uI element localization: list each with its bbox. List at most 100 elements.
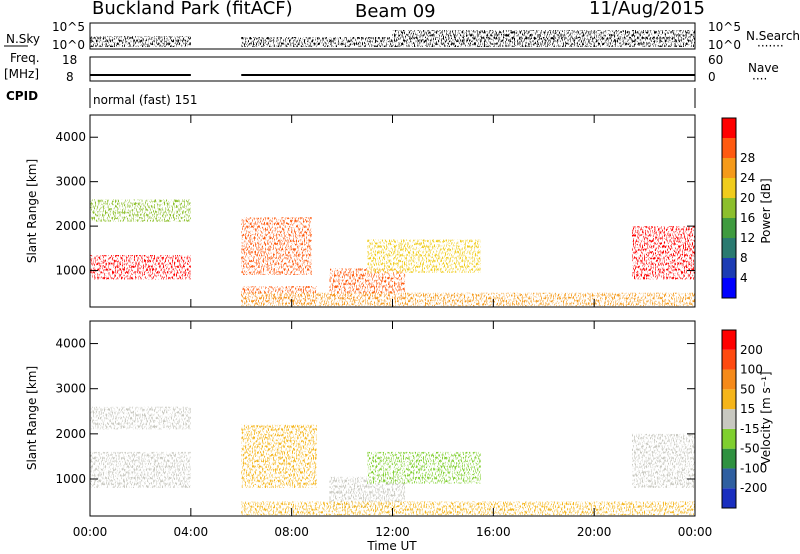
data-region-7 [241,292,695,307]
cpid-label: CPID [6,89,38,103]
power-regions [90,199,695,307]
freq-tick-low: 8 [66,70,74,84]
velocity-ytick-label-0: 1000 [55,472,86,486]
power-colorbar-tick-3: 16 [740,211,755,225]
velocity-swatch-0 [722,488,736,508]
freq-panel: Freq. [MHz] 18 8 60 0 Nave ···· [4,51,779,86]
nsky-panel: N.Sky 10^5 10^0 10^5 10^0 N.Search ·····… [4,20,800,53]
xaxis-label: Time UT [366,539,417,553]
power-swatch-4 [722,198,736,218]
nsky-trace-b [241,37,695,47]
power-ylabel: Slant Range [km] [25,159,39,263]
velocity-colorbar-label: Velocity [m s⁻¹] [759,371,773,464]
power-colorbar-label: Power [dB] [759,178,773,243]
power-colorbar-tick-5: 24 [740,171,755,185]
nsky-trace-a [90,36,191,47]
velocity-colorbar-tick-3: 15 [740,402,755,416]
nsearch-label: N.Search [746,29,800,43]
data-region-1 [90,199,191,222]
velocity-ytick-label-3: 4000 [55,337,86,351]
velocity-swatch-7 [722,349,736,370]
data-region-6 [631,226,695,280]
nsky-tick-high: 10^5 [52,20,85,34]
data-region-0 [90,255,191,280]
nsearch-tick-high: 10^5 [708,20,741,34]
power-swatch-2 [722,238,736,258]
nsky-label: N.Sky [6,32,40,46]
velocity-ytick-label-2: 3000 [55,382,86,396]
velocity-regions [90,406,695,516]
data-region-1 [90,406,191,430]
velocity-frame [721,329,737,509]
velocity-colorbar: 200 100 50 15 -15 -50 -100 -200 [721,329,767,509]
nave-label: Nave [748,61,779,75]
time-tick-label-0: 00:00 [73,525,108,539]
time-tick-label-5: 20:00 [577,525,612,539]
velocity-colorbar-tick-7: -200 [740,481,767,495]
power-panel: 1000 2000 3000 4000 Slant Range [km] [25,114,696,308]
nsearch-dots: ······· [757,39,784,53]
freq-tick-high: 18 [62,53,77,67]
nave-tick-high: 60 [708,53,723,67]
power-ytick-label-0: 1000 [55,264,86,278]
velocity-swatch-8 [722,330,736,350]
velocity-ytick-label-1: 2000 [55,427,86,441]
freq-label: Freq. [10,51,40,65]
data-region-4 [367,451,481,484]
power-colorbar-tick-6: 28 [740,151,755,165]
velocity-swatch-5 [722,389,736,410]
velocity-swatch-6 [722,369,736,390]
nsearch-trace [392,30,695,40]
nave-dots: ···· [752,72,767,86]
power-swatch-3 [722,218,736,238]
power-colorbar-tick-0: 4 [740,271,748,285]
power-swatch-1 [722,258,736,278]
data-region-6 [241,501,695,516]
power-colorbar-tick-4: 20 [740,191,755,205]
data-region-2 [241,424,317,489]
velocity-colorbar-tick-6: -100 [740,461,767,475]
date-label: 11/Aug/2015 [589,0,705,19]
power-swatch-6 [722,158,736,178]
data-region-5 [631,433,695,489]
power-ytick-label-2: 3000 [55,175,86,189]
velocity-swatch-2 [722,448,736,469]
velocity-xticks [89,321,696,516]
time-tick-label-6: 00:00 [678,525,713,539]
time-tick-label-4: 16:00 [476,525,511,539]
nsearch-tick-low: 10^0 [708,38,741,52]
nave-tick-low: 0 [708,70,716,84]
power-yticks: 1000 2000 3000 4000 [55,130,695,278]
power-swatch-8 [722,118,736,138]
velocity-colorbar-tick-2: 50 [740,382,755,396]
power-xticks [89,115,696,307]
power-swatch-5 [722,178,736,198]
velocity-colorbar-tick-4: -15 [740,422,760,436]
power-swatch-7 [722,138,736,158]
power-ytick-label-3: 4000 [55,130,86,144]
velocity-swatch-4 [722,409,736,429]
station-title: Buckland Park (fitACF) [92,0,293,19]
power-colorbar-tick-2: 12 [740,231,755,245]
time-tick-label-2: 08:00 [274,525,309,539]
velocity-panel: 1000 2000 3000 4000 Slant Range [km] [25,320,696,517]
freq-marks [90,74,695,76]
velocity-colorbar-tick-0: 200 [740,343,763,357]
power-ytick-label-1: 2000 [55,219,86,233]
cpid-text: normal (fast) 151 [93,93,197,107]
power-frame [721,117,737,299]
data-region-2 [241,217,312,275]
data-region-0 [90,451,191,489]
velocity-colorbar-tick-5: -50 [740,442,760,456]
freq-trace-a [90,74,191,76]
velocity-yticks: 1000 2000 3000 4000 [55,337,695,486]
velocity-swatch-3 [722,428,736,449]
velocity-colorbar-tick-1: 100 [740,363,763,377]
nsky-marks [90,30,695,47]
data-region-5 [367,239,481,273]
power-colorbar-tick-1: 8 [740,251,748,265]
beam-label: Beam 09 [355,1,436,22]
nsky-tick-low: 10^0 [52,38,85,52]
power-colorbar: 4 8 12 16 20 24 28 [721,117,755,299]
